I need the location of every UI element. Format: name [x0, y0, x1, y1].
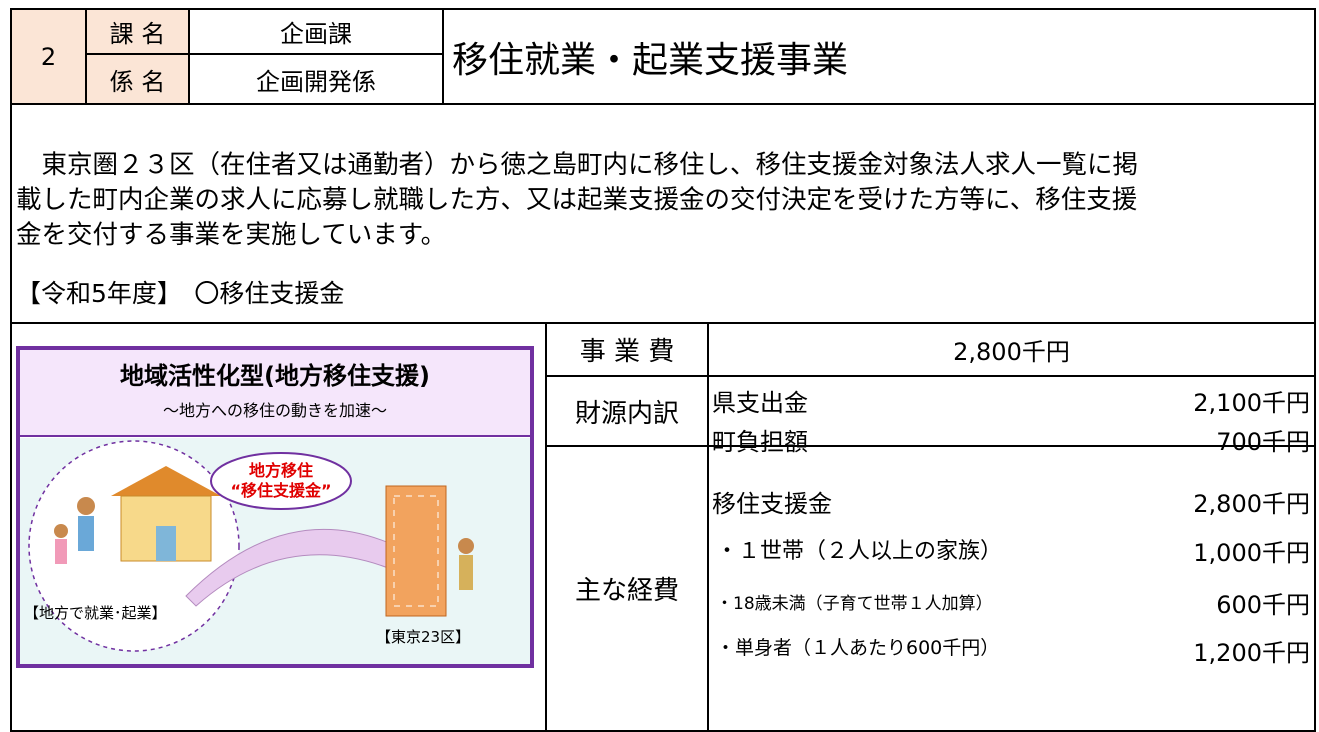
- item-amount: 2,800千円: [1193, 490, 1310, 518]
- label-cell: 課 名: [85, 8, 190, 55]
- roof: [111, 466, 221, 496]
- item-amount: 1,200千円: [1193, 639, 1310, 667]
- person: [54, 524, 68, 538]
- title: 移住就業・起業支援事業: [452, 39, 849, 81]
- windows: [393, 495, 439, 607]
- bubble-text: “移住支援金”: [230, 481, 331, 500]
- amount: 2,800千円: [953, 338, 1070, 366]
- person: [459, 555, 473, 590]
- illustration: 地域活性化型(地方移住支援) ～地方への移住の動きを加速～ 地方移住 “移住支援…: [16, 346, 534, 668]
- illustration-title: 地域活性化型(地方移住支援): [120, 362, 430, 390]
- number-cell: 2: [10, 8, 87, 105]
- row-label: 主な経費: [545, 445, 709, 732]
- label: 主な経費: [574, 576, 679, 606]
- description-line: 金を交付する事業を実施しています。: [16, 220, 447, 250]
- value-cell: 企画課: [188, 8, 444, 55]
- value: 企画課: [280, 20, 352, 48]
- title-cell: 移住就業・起業支援事業: [442, 8, 1316, 105]
- region-label: 【地方で就業･起業】: [24, 604, 167, 622]
- band: [20, 350, 530, 436]
- year-note: 【令和5年度】 〇移住支援金: [16, 279, 345, 308]
- item-amount: 1,000千円: [1193, 539, 1310, 567]
- total-cell: 2,800千円: [707, 322, 1316, 377]
- building: [385, 485, 447, 617]
- item-label: ・18歳未満（子育て世帯１人加算）: [716, 594, 993, 614]
- item-amount: 2,100千円: [1193, 389, 1310, 417]
- label: 財源内訳: [574, 398, 679, 429]
- person: [458, 538, 474, 554]
- item-amount: 700千円: [1216, 428, 1310, 456]
- bubble: [210, 452, 352, 510]
- item-label: 町負担額: [712, 428, 808, 456]
- person: [78, 516, 94, 551]
- person: [55, 539, 67, 564]
- item-label: ・単身者（１人あたり600千円）: [716, 637, 1000, 659]
- person: [77, 497, 95, 515]
- label-cell: 係 名: [85, 53, 190, 105]
- door: [156, 526, 176, 561]
- description-line: 東京圏２３区（在住者又は通勤者）から徳之島町内に移住し、移住支援金対象法人求人一…: [16, 150, 1139, 180]
- bubble-text: 地方移住: [249, 461, 313, 480]
- item-label: 県支出金: [712, 389, 808, 417]
- region-label: 【東京23区】: [376, 628, 470, 646]
- label: 係 名: [109, 67, 166, 96]
- row-label: 事 業 費: [545, 322, 709, 377]
- label: 課 名: [109, 20, 166, 48]
- description-line: 載した町内企業の求人に応募し就職した方、又は起業支援金の交付決定を受けた方等に、…: [16, 185, 1138, 215]
- value-cell: 企画開発係: [188, 53, 444, 105]
- item-label: ・１世帯（２人以上の家族）: [716, 539, 1003, 564]
- value: 企画開発係: [256, 67, 376, 96]
- illustration-subtitle: ～地方への移住の動きを加速～: [163, 401, 387, 420]
- label: 事 業 費: [579, 337, 675, 367]
- number: 2: [40, 42, 57, 71]
- item-label: 移住支援金: [712, 490, 832, 518]
- item-amount: 600千円: [1216, 591, 1310, 619]
- row-label: 財源内訳: [545, 375, 709, 447]
